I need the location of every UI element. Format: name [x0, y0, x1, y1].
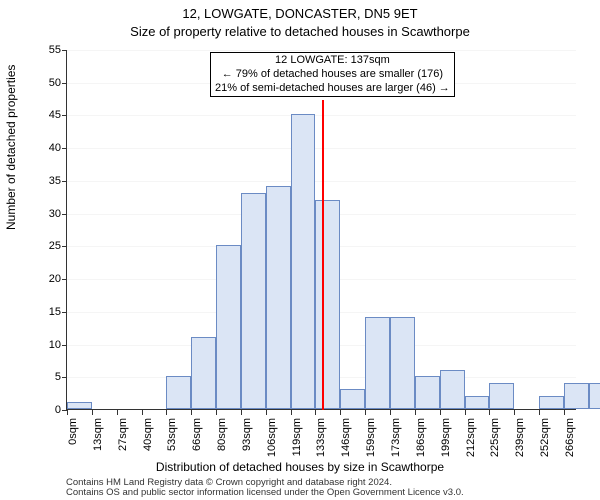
x-tick	[291, 410, 292, 415]
histogram-bar	[564, 383, 589, 409]
y-tick-label: 20	[27, 273, 61, 285]
x-tick	[390, 410, 391, 415]
gridline-h	[67, 50, 576, 51]
x-tick	[365, 410, 366, 415]
x-tick	[539, 410, 540, 415]
x-tick	[191, 410, 192, 415]
histogram-bar	[415, 376, 440, 409]
y-tick-label: 45	[27, 109, 61, 121]
y-tick	[62, 377, 67, 378]
figure-root: 12, LOWGATE, DONCASTER, DN5 9ET Size of …	[0, 0, 600, 500]
y-tick-label: 25	[27, 240, 61, 252]
histogram-bar	[67, 402, 92, 409]
y-tick	[62, 279, 67, 280]
y-tick-label: 50	[27, 77, 61, 89]
x-axis-label: Distribution of detached houses by size …	[0, 460, 600, 474]
histogram-bar	[166, 376, 191, 409]
histogram-bar	[291, 114, 316, 409]
plot-area: 05101520253035404550550sqm13sqm27sqm40sq…	[66, 50, 576, 410]
y-tick-label: 30	[27, 208, 61, 220]
footer-line2: Contains OS and public sector informatio…	[66, 488, 464, 498]
x-tick	[117, 410, 118, 415]
histogram-bar	[489, 383, 514, 409]
histogram-bar	[266, 186, 291, 409]
x-tick	[514, 410, 515, 415]
x-tick	[241, 410, 242, 415]
histogram-bar	[241, 193, 266, 409]
y-tick	[62, 83, 67, 84]
histogram-bar	[340, 389, 365, 409]
x-tick	[216, 410, 217, 415]
histogram-bar	[589, 383, 600, 409]
y-tick-label: 40	[27, 142, 61, 154]
x-tick	[489, 410, 490, 415]
y-tick-label: 10	[27, 339, 61, 351]
reference-line	[322, 100, 324, 410]
footer-attribution: Contains HM Land Registry data © Crown c…	[66, 478, 464, 499]
x-tick	[415, 410, 416, 415]
histogram-bar	[365, 317, 390, 409]
y-tick-label: 0	[27, 404, 61, 416]
y-tick	[62, 115, 67, 116]
y-tick-label: 55	[27, 44, 61, 56]
y-tick-label: 15	[27, 306, 61, 318]
x-tick	[266, 410, 267, 415]
x-tick	[166, 410, 167, 415]
histogram-bar	[465, 396, 490, 409]
histogram-bar	[539, 396, 564, 409]
x-tick	[465, 410, 466, 415]
x-tick	[340, 410, 341, 415]
x-tick	[315, 410, 316, 415]
y-tick	[62, 148, 67, 149]
histogram-bar	[191, 337, 216, 409]
x-tick	[440, 410, 441, 415]
y-tick-label: 5	[27, 371, 61, 383]
y-tick	[62, 214, 67, 215]
annotation-line1: 12 LOWGATE: 137sqm	[215, 54, 450, 68]
annotation-line2: ← 79% of detached houses are smaller (17…	[215, 68, 450, 82]
histogram-bar	[315, 200, 340, 409]
x-tick	[142, 410, 143, 415]
x-tick	[67, 410, 68, 415]
y-tick	[62, 345, 67, 346]
y-tick	[62, 50, 67, 51]
annotation-line3: 21% of semi-detached houses are larger (…	[215, 82, 450, 96]
x-tick	[564, 410, 565, 415]
histogram-bar	[390, 317, 415, 409]
y-tick	[62, 246, 67, 247]
y-axis-label: Number of detached properties	[4, 65, 18, 230]
annotation-box: 12 LOWGATE: 137sqm← 79% of detached hous…	[210, 52, 455, 97]
figure-title-line1: 12, LOWGATE, DONCASTER, DN5 9ET	[0, 6, 600, 21]
y-tick	[62, 181, 67, 182]
histogram-bar	[440, 370, 465, 409]
histogram-bar	[216, 245, 241, 409]
x-tick	[92, 410, 93, 415]
figure-title-line2: Size of property relative to detached ho…	[0, 24, 600, 39]
y-tick-label: 35	[27, 175, 61, 187]
y-tick	[62, 312, 67, 313]
